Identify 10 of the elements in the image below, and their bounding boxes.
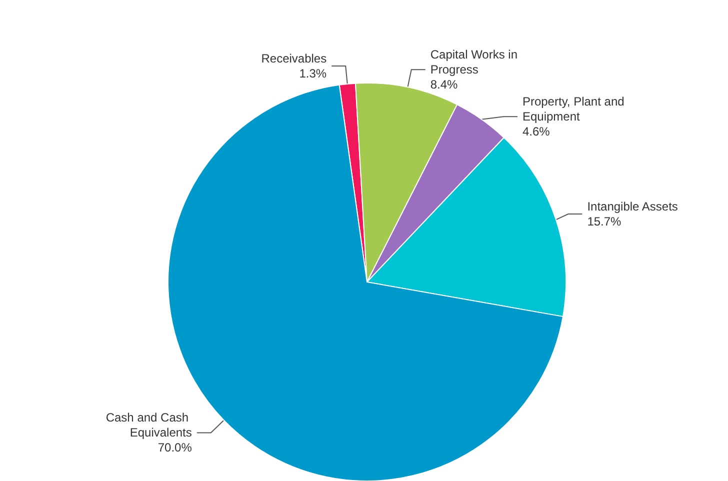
slice-label: Property, Plant and Equipment [522,94,628,124]
data-label: 8.4% [430,78,458,92]
slice-label: Cash and Cash Equivalents [106,410,192,440]
slice-label: Capital Works in Progress [430,48,521,77]
data-label: 1.3% [299,66,327,81]
data-label: 70.0% [158,440,192,455]
data-label: 4.6% [522,124,550,139]
data-label: 15.7% [587,214,622,229]
slice-label: Receivables [261,52,327,66]
slice-label: Intangible Assets [587,200,678,214]
